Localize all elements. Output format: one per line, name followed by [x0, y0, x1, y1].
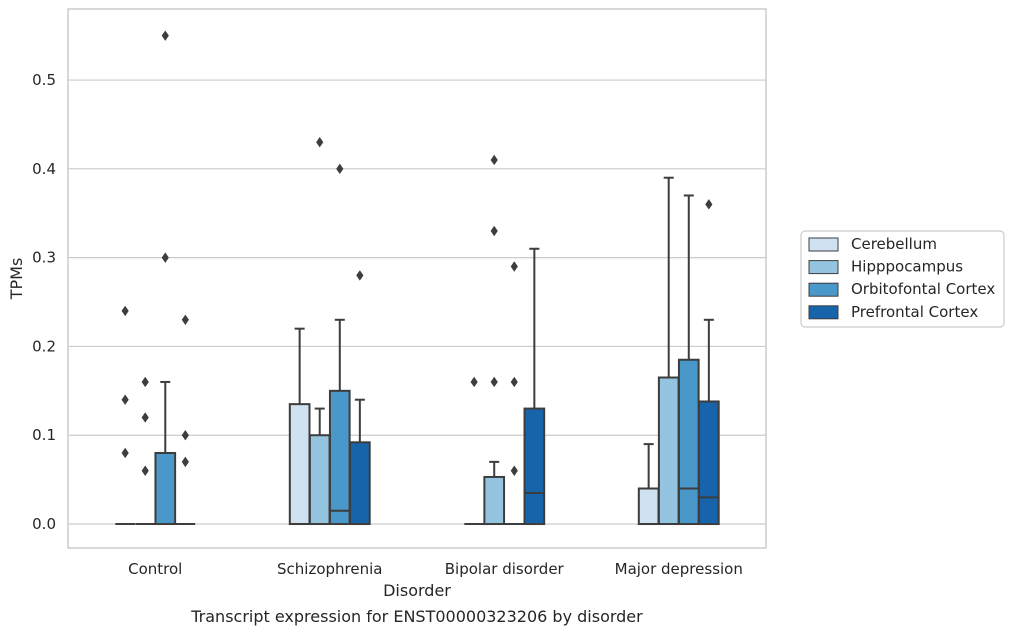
box-group [288, 327, 311, 526]
y-axis-label: TPMs [7, 258, 26, 301]
outlier-point [510, 261, 518, 272]
outlier-point [161, 252, 169, 263]
x-tick-label: Major depression [615, 560, 743, 578]
box [349, 441, 371, 526]
outlier-point [510, 465, 518, 476]
x-axis-ticks: Control Schizophrenia Bipolar disorder Majo… [128, 560, 743, 578]
outlier-point [470, 376, 478, 388]
box [154, 451, 177, 526]
box [523, 407, 546, 526]
legend-label: Orbitofontal Cortex [851, 280, 995, 298]
box [308, 434, 331, 526]
outlier-point [121, 305, 129, 317]
legend: Cerebellum Hipppocampus Orbitofontal Corte… [800, 230, 1005, 328]
plot-area-frame [67, 8, 767, 549]
legend-swatch [808, 305, 839, 320]
x-axis-label: Disorder [383, 581, 451, 600]
legend-label: Prefrontal Cortex [851, 303, 978, 321]
outlier-point [336, 163, 344, 175]
box-group [175, 314, 196, 526]
box [698, 400, 720, 526]
box-group [657, 176, 680, 526]
chart-caption: Transcript expression for ENST0000032320… [190, 607, 643, 626]
box-group [637, 443, 660, 526]
outlier-point [141, 376, 149, 388]
y-tick-label: 0.3 [32, 249, 56, 267]
outlier-point [181, 456, 189, 468]
box [483, 475, 506, 526]
x-tick-label: Control [128, 560, 182, 578]
y-tick-label: 0.1 [32, 426, 56, 444]
outlier-point [141, 412, 149, 423]
box [677, 358, 700, 526]
outlier-point [181, 314, 189, 325]
x-tick-label: Schizophrenia [277, 560, 382, 578]
legend-swatch [808, 282, 839, 297]
outlier-point [356, 270, 364, 281]
legend-swatch [808, 260, 839, 275]
box-group [154, 30, 177, 526]
x-tick-label: Bipolar disorder [445, 560, 565, 578]
legend-label: Hipppocampus [851, 258, 963, 276]
box [657, 376, 680, 526]
box [637, 487, 660, 526]
outlier-point [490, 225, 498, 237]
boxes [115, 30, 720, 526]
outlier-point [490, 376, 498, 388]
y-tick-label: 0.4 [32, 160, 56, 178]
outlier-point [181, 430, 189, 441]
outlier-point [705, 199, 713, 210]
outlier-point [510, 376, 518, 388]
y-tick-label: 0.2 [32, 337, 56, 355]
outlier-point [121, 447, 129, 459]
y-tick-label: 0.5 [32, 71, 56, 89]
box-group [677, 194, 700, 526]
outlier-point [141, 465, 149, 476]
box-group [464, 376, 484, 526]
box-group [115, 305, 135, 526]
box-group [523, 247, 546, 526]
box-group [308, 136, 331, 526]
box-group [698, 199, 720, 526]
legend-swatch [808, 237, 839, 252]
box [328, 389, 351, 526]
box-group [349, 270, 371, 526]
outlier-point [490, 154, 498, 166]
outlier-point [161, 30, 169, 41]
box-group [504, 261, 525, 526]
box-group [135, 376, 156, 526]
box-group [483, 154, 506, 526]
y-tick-label: 0.0 [32, 515, 56, 533]
legend-label: Cerebellum [851, 235, 937, 253]
box-group [328, 163, 351, 526]
outlier-point [121, 394, 129, 405]
box [288, 403, 311, 526]
legend-frame [800, 230, 1005, 328]
outlier-point [316, 136, 324, 148]
y-axis-ticks: 0.0 0.1 0.2 0.3 0.4 0.5 [32, 71, 56, 533]
